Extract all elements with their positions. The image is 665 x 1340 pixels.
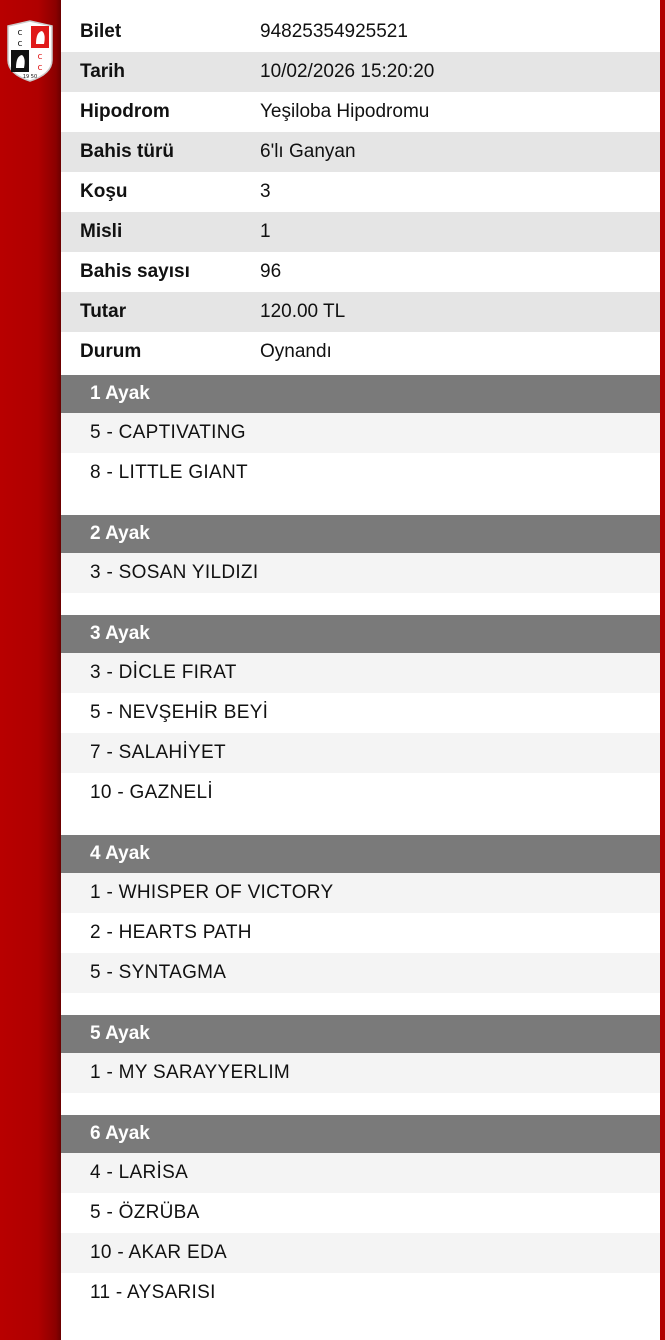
horse-item: 10 - AKAR EDA: [61, 1233, 660, 1273]
info-value: 6'lı Ganyan: [260, 141, 356, 162]
horse-list: 4 - LARİSA 5 - ÖZRÜBA 10 - AKAR EDA 11 - AY…: [61, 1153, 660, 1313]
info-row: Tutar 120.00 TL: [61, 292, 660, 332]
info-value: 3: [260, 181, 271, 202]
leg-section: 6 Ayak 4 - LARİSA 5 - ÖZRÜBA 10 - AKAR EDA 1…: [61, 1115, 660, 1313]
horse-list: 3 - SOSAN YILDIZI: [61, 553, 660, 593]
info-row: Tarih 10/02/2026 15:20:20: [61, 52, 660, 92]
ticket-info-table: Bilet 94825354925521 Tarih 10/02/2026 15:20…: [61, 12, 660, 372]
leg-section: 2 Ayak 3 - SOSAN YILDIZI: [61, 515, 660, 593]
leg-section: 4 Ayak 1 - WHISPER OF VICTORY 2 - HEARTS P…: [61, 835, 660, 993]
horse-list: 1 - MY SARAYYERLIM: [61, 1053, 660, 1093]
right-edge-bar: [660, 0, 665, 1340]
leg-section: 1 Ayak 5 - CAPTIVATING 8 - LITTLE GIANT: [61, 375, 660, 493]
svg-text:c: c: [18, 39, 23, 49]
info-label: Misli: [80, 221, 123, 242]
horse-item: 10 - GAZNELİ: [90, 782, 213, 803]
horse-item: 5 - SYNTAGMA: [61, 953, 660, 993]
svg-text:c: c: [38, 52, 43, 62]
info-value: 1: [260, 221, 271, 242]
left-sidebar: c c c c 19 50: [0, 0, 61, 1340]
svg-text:19 50: 19 50: [23, 74, 37, 80]
info-row: Koşu 3: [61, 172, 660, 212]
horse-item: 2 - HEARTS PATH: [90, 922, 252, 943]
leg-header: 1 Ayak: [61, 375, 660, 413]
leg-header: 4 Ayak: [61, 835, 660, 873]
horse-list: 5 - CAPTIVATING 8 - LITTLE GIANT: [61, 413, 660, 493]
leg-section: 5 Ayak 1 - MY SARAYYERLIM: [61, 1015, 660, 1093]
info-value: 96: [260, 261, 282, 282]
info-label: Tutar: [80, 301, 127, 322]
legs-list: 1 Ayak 5 - CAPTIVATING 8 - LITTLE GIANT 2 A…: [61, 375, 660, 1313]
info-label: Hipodrom: [80, 101, 170, 122]
horse-item: 5 - CAPTIVATING: [61, 413, 660, 453]
horse-item: 8 - LITTLE GIANT: [90, 462, 248, 483]
info-value: 94825354925521: [260, 21, 408, 42]
horse-item: 1 - MY SARAYYERLIM: [61, 1053, 660, 1093]
info-row: Bahis sayısı 96: [61, 252, 660, 292]
svg-text:c: c: [38, 63, 43, 73]
horse-item: 1 - WHISPER OF VICTORY: [61, 873, 660, 913]
info-value: Oynandı: [260, 341, 332, 362]
horse-item: 11 - AYSARISI: [90, 1282, 216, 1303]
horse-item: 7 - SALAHİYET: [61, 733, 660, 773]
horse-list: 1 - WHISPER OF VICTORY 2 - HEARTS PATH 5 -…: [61, 873, 660, 993]
horse-item: 4 - LARİSA: [61, 1153, 660, 1193]
info-value: 10/02/2026 15:20:20: [260, 61, 435, 82]
horse-item: 3 - DİCLE FIRAT: [61, 653, 660, 693]
horse-list: 3 - DİCLE FIRAT 5 - NEVŞEHİR BEYİ 7 - SALA…: [61, 653, 660, 813]
horse-item: 5 - NEVŞEHİR BEYİ: [90, 702, 269, 723]
info-value: 120.00 TL: [260, 301, 346, 322]
info-label: Tarih: [80, 61, 126, 82]
info-value: Yeşiloba Hipodromu: [260, 101, 430, 122]
info-row: Bahis türü 6'lı Ganyan: [61, 132, 660, 172]
info-label: Bahis sayısı: [80, 261, 190, 282]
svg-text:c: c: [18, 28, 23, 38]
ticket-detail: Bilet 94825354925521 Tarih 10/02/2026 15:20…: [61, 12, 660, 1335]
info-row: Bilet 94825354925521: [61, 12, 660, 52]
leg-section: 3 Ayak 3 - DİCLE FIRAT 5 - NEVŞEHİR BEYİ 7 …: [61, 615, 660, 813]
leg-header: 6 Ayak: [61, 1115, 660, 1153]
info-row: Durum Oynandı: [61, 332, 660, 372]
horse-item: 5 - ÖZRÜBA: [90, 1202, 200, 1223]
horse-item: 3 - SOSAN YILDIZI: [61, 553, 660, 593]
leg-header: 2 Ayak: [61, 515, 660, 553]
info-row: Hipodrom Yeşiloba Hipodromu: [61, 92, 660, 132]
club-logo-icon[interactable]: c c c c 19 50: [6, 20, 54, 82]
info-label: Bilet: [80, 21, 122, 42]
leg-header: 3 Ayak: [61, 615, 660, 653]
info-label: Koşu: [80, 181, 128, 202]
info-label: Bahis türü: [80, 141, 174, 162]
leg-header: 5 Ayak: [61, 1015, 660, 1053]
info-label: Durum: [80, 341, 142, 362]
info-row: Misli 1: [61, 212, 660, 252]
